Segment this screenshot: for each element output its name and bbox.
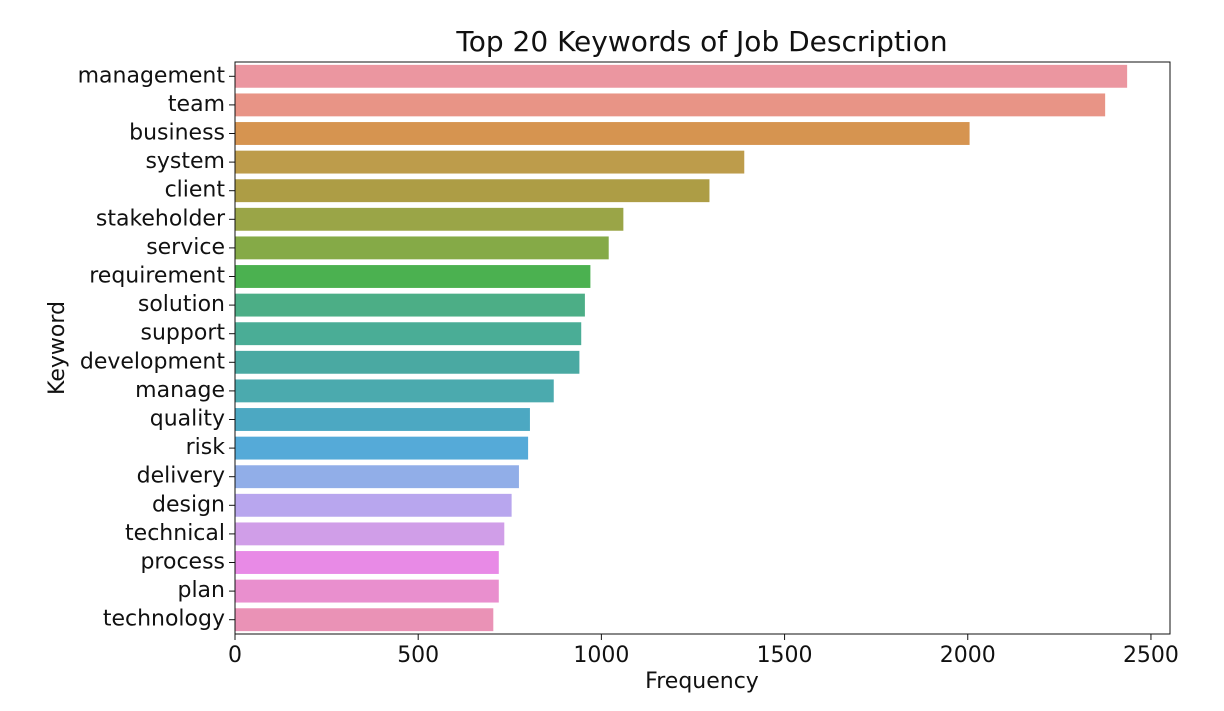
bar	[235, 322, 582, 346]
bar	[235, 207, 624, 231]
chart-title: Top 20 Keywords of Job Description	[455, 25, 947, 58]
y-tick-label: stakeholder	[96, 206, 226, 231]
bar	[235, 436, 529, 460]
bar	[235, 522, 505, 546]
y-tick-label: business	[129, 121, 225, 146]
y-tick-label: requirement	[89, 264, 225, 289]
y-tick-label: manage	[135, 378, 225, 403]
y-axis-label: Keyword	[45, 301, 70, 395]
y-tick-label: management	[78, 63, 226, 88]
bar	[235, 465, 519, 489]
x-tick-label: 0	[228, 643, 242, 668]
x-tick-label: 2500	[1123, 643, 1179, 668]
plot-frame	[234, 61, 1171, 635]
bar	[235, 265, 591, 288]
y-tick-label: delivery	[137, 464, 225, 489]
bar	[235, 608, 494, 632]
y-tick-label: system	[145, 149, 225, 174]
bar	[235, 236, 609, 260]
y-tick-label: technical	[125, 521, 225, 546]
x-tick-label: 1500	[757, 643, 813, 668]
bar	[235, 93, 1106, 117]
bar	[235, 551, 499, 574]
y-tick-label: risk	[186, 435, 226, 460]
bar	[235, 408, 530, 431]
bar	[235, 293, 585, 317]
x-axis-label: Frequency	[645, 669, 759, 694]
y-tick-label: development	[80, 349, 226, 374]
y-tick-label: support	[141, 321, 226, 346]
x-tick-label: 500	[397, 643, 439, 668]
y-tick-label: design	[152, 492, 225, 517]
y-tick-label: technology	[103, 607, 225, 632]
y-tick-label: quality	[150, 407, 225, 432]
x-tick-label: 1000	[573, 643, 629, 668]
y-tick-label: solution	[138, 292, 225, 317]
bar	[235, 379, 554, 403]
bar	[235, 579, 499, 603]
bar	[235, 64, 1128, 88]
y-tick-label: plan	[177, 578, 225, 603]
x-tick-label: 2000	[940, 643, 996, 668]
bar	[235, 350, 580, 374]
bar	[235, 122, 970, 145]
y-tick-label: service	[146, 235, 225, 260]
bar	[235, 493, 512, 517]
bar	[235, 150, 745, 174]
y-tick-label: client	[165, 178, 226, 203]
y-tick-label: process	[140, 550, 225, 575]
y-tick-label: team	[168, 92, 225, 117]
bar	[235, 179, 710, 203]
